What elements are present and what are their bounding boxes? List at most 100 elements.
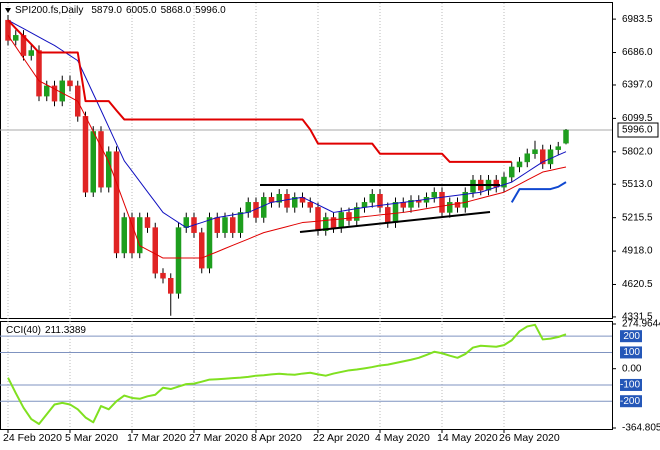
candle-body xyxy=(168,277,174,294)
candle-body xyxy=(315,207,321,231)
level-box xyxy=(620,395,642,408)
y-tick-label: -364.8051 xyxy=(622,423,660,434)
candle-body xyxy=(346,212,352,221)
x-tick-label: 22 Apr 2020 xyxy=(313,432,370,444)
candle-body xyxy=(206,217,213,269)
candle-body xyxy=(245,202,251,213)
cci-label: CCI(40) 211.3389 xyxy=(6,325,86,336)
y-tick-label: 5513.0 xyxy=(622,179,653,190)
candle-body xyxy=(524,153,530,163)
cci-title: CCI(40) xyxy=(6,325,41,336)
cci-last: 211.3389 xyxy=(45,325,86,336)
y-tick-label: 4620.5 xyxy=(622,279,653,290)
candle-body xyxy=(106,151,112,188)
candle-body xyxy=(408,200,414,208)
y-tick-label: 6983.5 xyxy=(622,14,653,25)
y-tick-label: 6397.0 xyxy=(622,80,653,91)
candle-body xyxy=(175,227,182,294)
x-tick-label: 24 Feb 2020 xyxy=(3,432,62,444)
y-tick-label: 274.9644 xyxy=(622,319,660,330)
candle-body xyxy=(13,35,19,41)
level-box xyxy=(620,330,642,343)
candle-body xyxy=(385,207,391,223)
candle-body xyxy=(462,191,468,208)
candle-body xyxy=(237,212,244,233)
candle-body xyxy=(199,232,205,269)
candle-body xyxy=(144,217,151,228)
candle-body xyxy=(555,146,561,150)
last-price-label: 5996.0 xyxy=(622,125,653,136)
header-arrow xyxy=(5,8,11,13)
candle-body xyxy=(51,85,58,102)
level-label: -100 xyxy=(620,380,640,391)
candle-body xyxy=(261,197,267,218)
price-panel-frame xyxy=(0,2,613,319)
x-tick-label: 26 May 2020 xyxy=(499,432,560,444)
candle-body xyxy=(137,217,143,254)
candle-body xyxy=(67,80,73,87)
candle-body xyxy=(152,227,158,274)
level-box xyxy=(620,378,642,391)
level-box xyxy=(620,346,642,359)
candle-body xyxy=(59,80,65,102)
y-tick-label: 5215.5 xyxy=(622,212,653,223)
overlay-line xyxy=(7,19,512,163)
header: SPI200.fs,Daily 5879.0 6005.0 5868.0 5996.0 xyxy=(15,5,226,16)
symbol: SPI200.fs,Daily xyxy=(15,5,83,16)
header-open: 5879.0 xyxy=(91,5,122,16)
candle-body xyxy=(454,202,461,208)
candle-body xyxy=(323,217,329,231)
candle-body xyxy=(90,131,96,193)
candle-body xyxy=(129,217,135,254)
candle-body xyxy=(354,207,360,221)
level-label: 100 xyxy=(623,347,640,358)
last-price-box xyxy=(617,122,659,138)
candle-body xyxy=(44,85,50,97)
candle-body xyxy=(361,202,368,208)
level-label: 200 xyxy=(623,331,640,342)
x-tick-label: 17 Mar 2020 xyxy=(127,432,186,444)
candle-body xyxy=(447,202,453,213)
candle-body xyxy=(113,151,120,254)
support-trendline xyxy=(299,211,491,233)
candle-body xyxy=(369,193,375,203)
candle-body xyxy=(470,179,476,193)
overlay-line xyxy=(7,35,567,259)
candle-body xyxy=(230,217,236,233)
candle-body xyxy=(276,193,282,203)
candle-body xyxy=(160,272,166,279)
candle-body xyxy=(338,212,344,228)
candle-body xyxy=(439,191,445,213)
candle-body xyxy=(121,217,127,254)
candle-body xyxy=(501,176,507,188)
candle-body xyxy=(36,50,42,97)
candle-body xyxy=(307,202,313,208)
x-tick-label: 14 May 2020 xyxy=(437,432,498,444)
candle-body xyxy=(563,129,569,144)
candle-body xyxy=(214,217,220,233)
y-tick-label: 6099.5 xyxy=(622,113,653,124)
cci-panel-frame xyxy=(0,321,613,430)
y-tick-label: 4918.0 xyxy=(622,246,653,257)
candle-body xyxy=(98,131,104,188)
x-tick-label: 5 Mar 2020 xyxy=(65,432,118,444)
candle-body xyxy=(292,197,298,208)
header-high: 6005.0 xyxy=(126,5,157,16)
candle-body xyxy=(540,149,546,165)
candle-body xyxy=(392,202,399,223)
overlay-line xyxy=(510,181,567,203)
header-low: 5868.0 xyxy=(161,5,192,16)
plot-area: 24 Feb 2020 5 Mar 2020 17 Mar 2020 27 Mar 2… xyxy=(0,3,660,444)
candle-body xyxy=(509,166,515,178)
overlay-line xyxy=(7,19,567,229)
candle-body xyxy=(222,217,228,233)
candle-body xyxy=(532,149,538,154)
header-close: 5996.0 xyxy=(195,5,226,16)
candle-body xyxy=(284,193,290,208)
y-tick-label: 4331.5 xyxy=(622,312,653,323)
level-label: -200 xyxy=(620,396,640,407)
candle-body xyxy=(516,161,523,168)
y-tick-label: 5802.0 xyxy=(622,146,653,157)
